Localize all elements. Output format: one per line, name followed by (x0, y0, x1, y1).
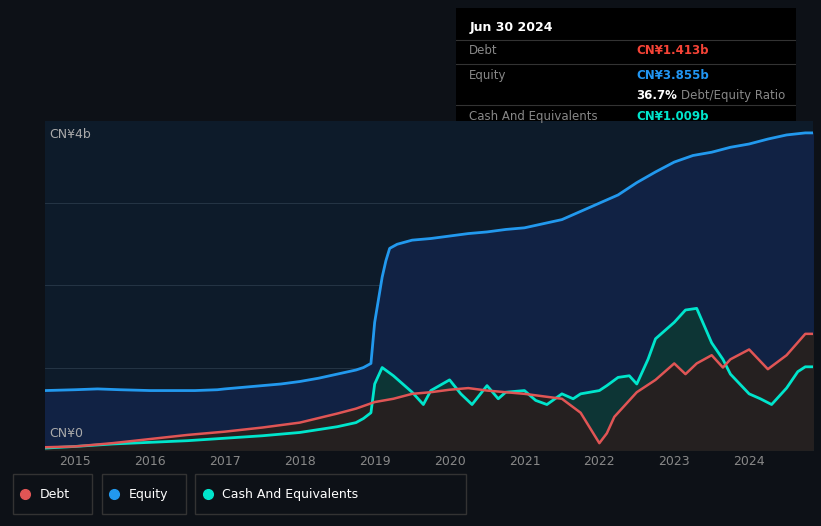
Text: Equity: Equity (470, 69, 507, 82)
FancyBboxPatch shape (195, 474, 466, 514)
Text: Debt: Debt (40, 488, 71, 501)
Text: Jun 30 2024: Jun 30 2024 (470, 22, 553, 35)
Text: Debt: Debt (470, 44, 498, 57)
Text: 36.7%: 36.7% (636, 89, 677, 103)
FancyBboxPatch shape (13, 474, 92, 514)
Text: Cash And Equivalents: Cash And Equivalents (222, 488, 359, 501)
Text: Debt/Equity Ratio: Debt/Equity Ratio (681, 89, 785, 103)
Text: Equity: Equity (129, 488, 168, 501)
Text: CN¥1.413b: CN¥1.413b (636, 44, 709, 57)
Text: CN¥0: CN¥0 (49, 427, 83, 440)
Text: Cash And Equivalents: Cash And Equivalents (470, 110, 598, 123)
Text: CN¥1.009b: CN¥1.009b (636, 110, 709, 123)
Text: CN¥3.855b: CN¥3.855b (636, 69, 709, 82)
FancyBboxPatch shape (102, 474, 186, 514)
Text: CN¥4b: CN¥4b (49, 128, 91, 140)
